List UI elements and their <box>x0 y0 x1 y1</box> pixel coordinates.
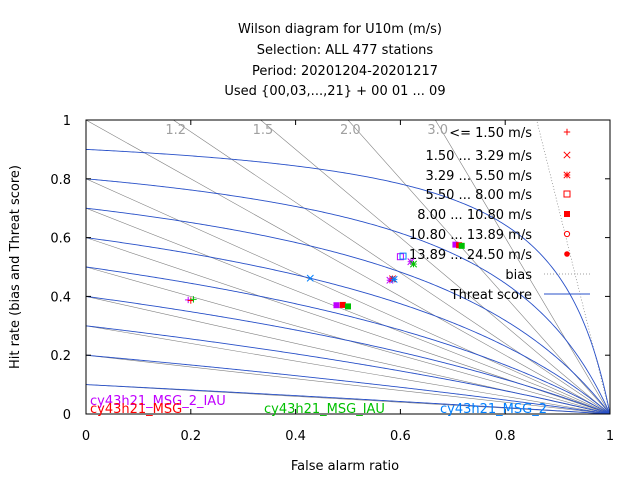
bias-line <box>86 120 610 414</box>
legend-label: 5.50 ... 8.00 m/s <box>425 188 532 203</box>
y-tick-label: 0.4 <box>50 290 71 305</box>
legend-label: 13.89 ... 24.50 m/s <box>409 248 532 263</box>
experiment-label: cy43h21_MSG <box>90 402 182 417</box>
experiment-label: cy43h21_MSG_2 <box>440 402 547 417</box>
bias-line <box>434 120 610 414</box>
bias-line <box>86 354 610 414</box>
legend-marker <box>563 230 571 238</box>
data-point <box>390 275 398 283</box>
legend: <= 1.50 m/s 1.50 ... 3.29 m/s 3.29 ... 5.5… <box>409 126 590 303</box>
chart-title: Wilson diagram for U10m (m/s) Selection:… <box>224 22 445 99</box>
y-axis-title: Hit rate (bias and Threat score) <box>8 165 23 369</box>
bias-label: 3.0 <box>427 123 448 138</box>
x-tick-label: 0.8 <box>495 429 516 444</box>
title-line-3: Period: 20201204-20201217 <box>252 64 438 79</box>
threat-score-curve <box>86 354 610 414</box>
legend-marker <box>564 211 570 217</box>
threat-score-curve <box>86 325 610 414</box>
plot-frame <box>85 119 611 415</box>
legend-label: 10.80 ... 13.89 m/s <box>409 228 532 243</box>
bias-lines <box>86 120 610 414</box>
data-point <box>333 302 340 309</box>
threat-score-curve <box>86 266 610 414</box>
data-point <box>399 252 407 260</box>
legend-marker <box>563 171 571 179</box>
y-tick-label: 0.6 <box>50 232 71 247</box>
data-points <box>184 241 465 310</box>
legend-marker <box>563 190 571 198</box>
bias-line <box>347 120 610 414</box>
y-tick-label: 1 <box>63 114 71 129</box>
bias-line <box>260 120 610 414</box>
data-point <box>190 296 197 303</box>
threat-score-curve <box>86 148 610 414</box>
x-tick-label: 0.4 <box>285 429 306 444</box>
threat-score-curve <box>86 237 610 414</box>
data-point <box>306 274 314 282</box>
bias-line <box>86 207 610 414</box>
data-point <box>345 303 351 310</box>
title-line-4: Used {00,03,...,21} + 00 01 ... 09 <box>224 84 445 99</box>
data-point <box>458 242 465 249</box>
data-point <box>452 241 459 248</box>
bias-line <box>86 325 610 414</box>
legend-threat-label: Threat score <box>450 288 532 303</box>
legend-label: <= 1.50 m/s <box>449 126 532 141</box>
legend-marker <box>564 251 570 257</box>
data-point <box>409 260 418 268</box>
title-line-2: Selection: ALL 477 stations <box>257 43 434 58</box>
bias-line <box>536 120 610 414</box>
threat-score-curve <box>86 178 610 414</box>
bias-label: 2.0 <box>340 123 361 138</box>
x-axis-ticks: 0 0.2 0.4 0.6 0.8 1 <box>82 120 614 444</box>
bias-label: 1.2 <box>165 123 186 138</box>
bias-labels: 1.2 1.5 2.0 3.0 <box>165 123 448 138</box>
legend-marker <box>563 128 571 136</box>
x-tick-label: 0.2 <box>180 429 201 444</box>
threat-score-curve <box>86 295 610 414</box>
legend-label: 8.00 ... 10.80 m/s <box>417 208 532 223</box>
legend-label: 1.50 ... 3.29 m/s <box>425 149 532 164</box>
y-axis-ticks: 0 0.2 0.4 0.6 0.8 1 <box>50 114 610 423</box>
data-point <box>339 301 346 308</box>
experiment-label: cy43h21_MSG_IAU <box>264 402 385 417</box>
bias-label: 1.5 <box>253 123 274 138</box>
threat-score-curve <box>86 207 610 414</box>
bias-line <box>86 178 610 414</box>
threat-score-curve <box>86 384 610 414</box>
legend-marker <box>563 151 571 159</box>
title-line-1: Wilson diagram for U10m (m/s) <box>238 22 442 37</box>
y-tick-label: 0.2 <box>50 349 71 364</box>
x-tick-label: 0 <box>82 429 90 444</box>
legend-bias-label: bias <box>505 268 532 283</box>
x-axis-title: False alarm ratio <box>291 459 399 474</box>
y-tick-label: 0 <box>63 408 71 423</box>
threat-score-curves <box>86 148 610 414</box>
experiment-label: cy43h21_MSG_2_IAU <box>90 394 226 409</box>
x-tick-label: 1 <box>606 429 614 444</box>
x-tick-label: 0.6 <box>390 429 411 444</box>
y-tick-label: 0.8 <box>50 173 71 188</box>
legend-label: 3.29 ... 5.50 m/s <box>425 169 532 184</box>
